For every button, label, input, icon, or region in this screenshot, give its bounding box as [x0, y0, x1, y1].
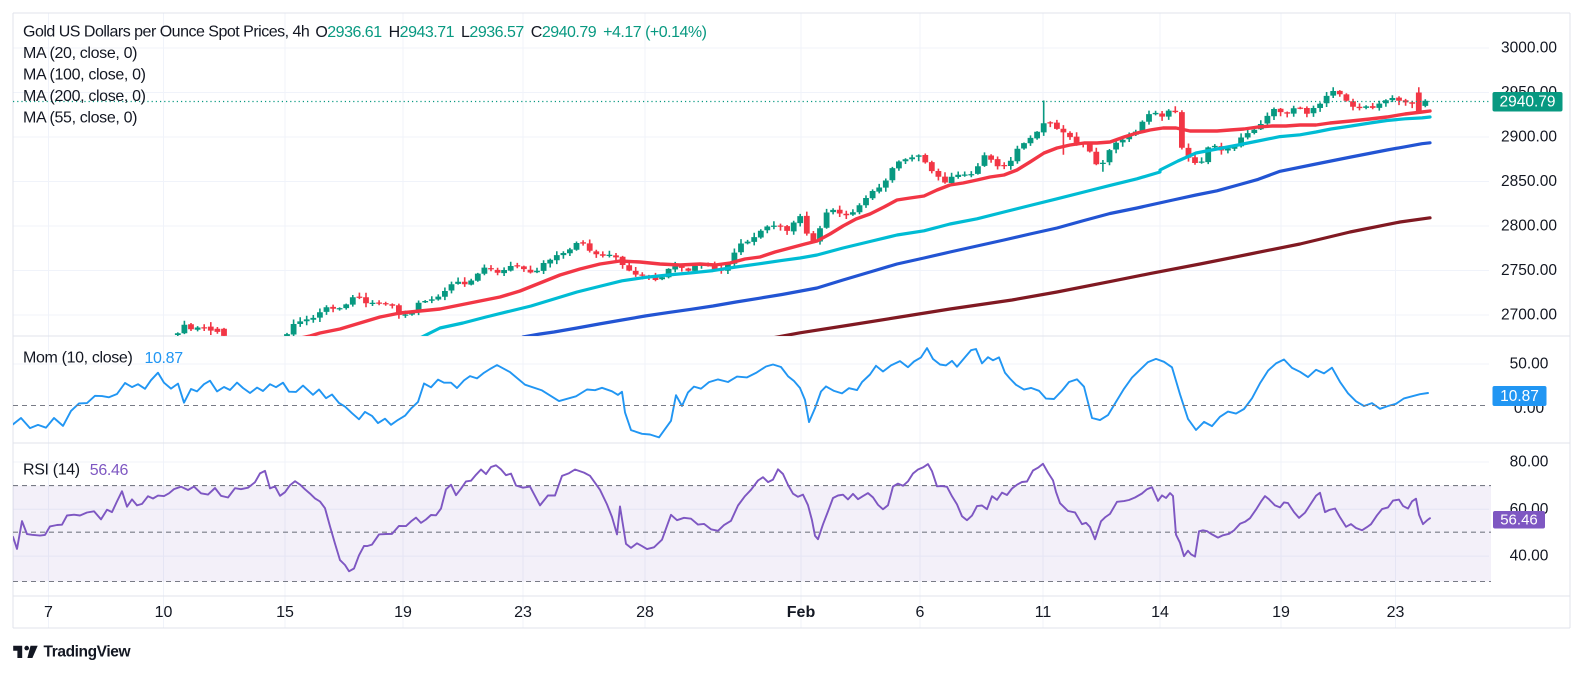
svg-text:2940.79: 2940.79 — [1499, 94, 1555, 111]
svg-text:Feb: Feb — [787, 604, 816, 621]
svg-text:TradingView: TradingView — [44, 644, 132, 661]
svg-text:Gold US Dollars per Ounce Spot: Gold US Dollars per Ounce Spot Prices, 4… — [23, 24, 707, 41]
svg-text:Mom (10, close)10.87: Mom (10, close) 10.87 — [23, 350, 183, 367]
svg-text:MA (200, close, 0): MA (200, close, 0) — [23, 88, 146, 105]
svg-text:28: 28 — [636, 604, 654, 621]
svg-text:MA (100, close, 0): MA (100, close, 0) — [23, 67, 146, 84]
svg-text:2800.00: 2800.00 — [1501, 218, 1557, 235]
svg-text:40.00: 40.00 — [1510, 548, 1549, 565]
svg-text:MA (20, close, 0): MA (20, close, 0) — [23, 45, 137, 62]
svg-text:56.46: 56.46 — [1500, 511, 1538, 528]
svg-text:23: 23 — [514, 604, 532, 621]
svg-text:10: 10 — [155, 604, 173, 621]
svg-text:RSI (14)56.46: RSI (14) 56.46 — [23, 462, 129, 479]
svg-text:7: 7 — [44, 604, 53, 621]
svg-text:11: 11 — [1035, 604, 1052, 621]
svg-text:14: 14 — [1151, 604, 1169, 621]
svg-text:23: 23 — [1387, 604, 1405, 621]
svg-text:10.87: 10.87 — [1500, 388, 1539, 405]
svg-text:2900.00: 2900.00 — [1501, 129, 1557, 146]
svg-text:2700.00: 2700.00 — [1501, 307, 1557, 324]
svg-text:19: 19 — [1272, 604, 1290, 621]
svg-text:MA (55, close, 0): MA (55, close, 0) — [23, 110, 137, 127]
svg-text:19: 19 — [394, 604, 412, 621]
svg-text:3000.00: 3000.00 — [1501, 40, 1557, 57]
svg-text:15: 15 — [276, 604, 294, 621]
svg-text:2850.00: 2850.00 — [1501, 173, 1557, 190]
svg-text:50.00: 50.00 — [1510, 356, 1549, 373]
svg-text:80.00: 80.00 — [1510, 454, 1549, 471]
svg-text:6: 6 — [916, 604, 925, 621]
svg-text:2750.00: 2750.00 — [1501, 262, 1557, 279]
